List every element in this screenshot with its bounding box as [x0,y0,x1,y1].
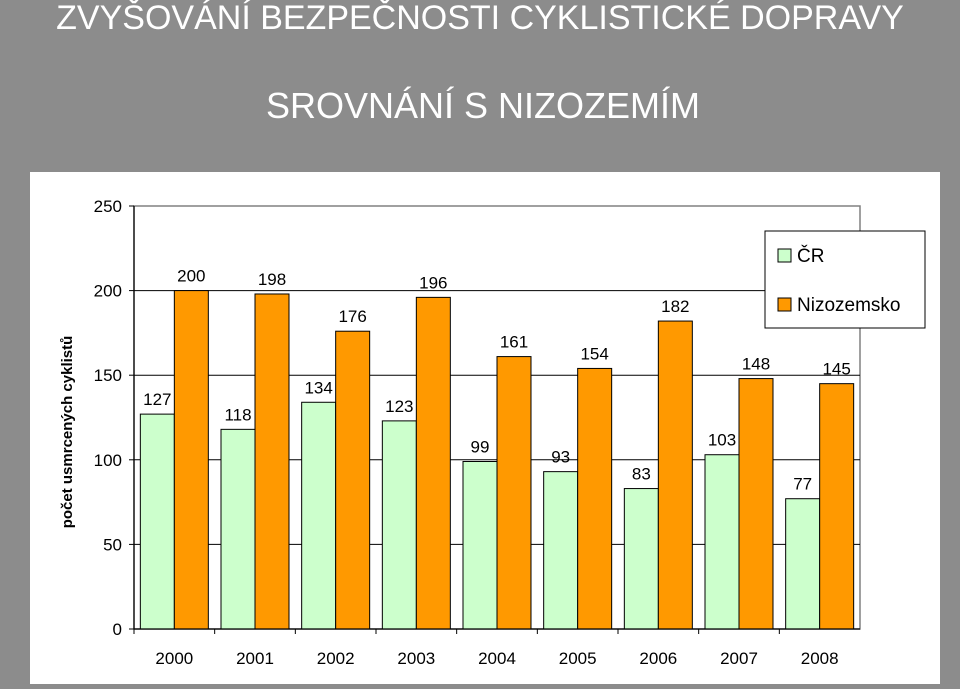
data-label: 134 [304,378,332,397]
legend: ČR Nizozemsko [764,230,926,329]
bar-cr-2002 [301,401,337,630]
bar-nl-2005 [577,367,613,630]
legend-swatch-nl [777,297,792,312]
legend-label-nl: Nizozemsko [797,295,900,316]
y-tick-label: 200 [94,282,122,301]
x-tick-label: 2008 [801,649,839,668]
data-label: 200 [177,267,205,286]
bar-cr-2003 [381,420,417,630]
legend-label-cr: ČR [797,245,824,267]
bar-nl-2004 [496,356,532,630]
data-label: 182 [661,297,689,316]
slide-subtitle: SROVNÁNÍ S NIZOZEMÍM [265,85,701,126]
bar-nl-2007 [738,378,774,630]
bar-nl-2002 [335,330,371,630]
x-tick-label: 2002 [317,649,355,668]
bar-cr-2008 [785,498,821,630]
data-label: 176 [338,307,366,326]
x-tick-label: 2001 [236,649,274,668]
bar-nl-2006 [657,320,693,630]
bar-cr-2005 [543,471,579,630]
y-tick-label: 50 [103,535,122,554]
chart-area: 0 50 100 150 200 250 2000 2001 2002 2003 2004 2005 2… [30,172,940,684]
bar-cr-2004 [462,460,498,630]
bar-nl-2001 [254,293,290,630]
data-label: 77 [793,475,812,494]
x-tick-label: 2007 [720,649,758,668]
y-tick-label: 0 [113,620,122,639]
data-label: 196 [419,273,447,292]
y-axis-label: počet usmrcených cyklistů [59,336,76,529]
bar-nl-2003 [415,296,451,630]
bar-nl-2000 [173,290,209,630]
data-label: 103 [708,431,736,450]
data-label: 127 [143,390,171,409]
bar-nl-2008 [819,383,855,630]
bar-cr-2001 [220,428,256,630]
data-label: 83 [632,465,651,484]
y-tick-label: 100 [94,451,122,470]
data-label: 93 [551,448,570,467]
x-tick-label: 2004 [478,649,516,668]
y-tick-label: 150 [94,366,122,385]
data-label: 198 [258,270,286,289]
data-label: 123 [385,397,413,416]
slide-title: ZVYŠOVÁNÍ BEZPEČNOSTI CYKLISTICKÉ DOPRAV… [56,0,904,37]
x-tick-label: 2000 [155,649,193,668]
data-label: 161 [500,333,528,352]
bar-cr-2006 [623,488,659,630]
x-tick-label: 2006 [639,649,677,668]
bar-cr-2000 [139,413,175,630]
data-label: 154 [580,344,608,363]
legend-swatch-cr [777,248,792,263]
data-label: 145 [822,360,850,379]
y-tick-label: 250 [94,197,122,216]
legend-box [764,230,926,329]
data-label: 148 [742,355,770,374]
x-tick-label: 2003 [397,649,435,668]
bar-cr-2007 [704,454,740,630]
data-label: 99 [471,437,490,456]
data-label: 118 [224,405,251,424]
bar-chart: 0 50 100 150 200 250 2000 2001 2002 2003 2004 2005 2… [59,197,926,668]
x-tick-label: 2005 [559,649,597,668]
